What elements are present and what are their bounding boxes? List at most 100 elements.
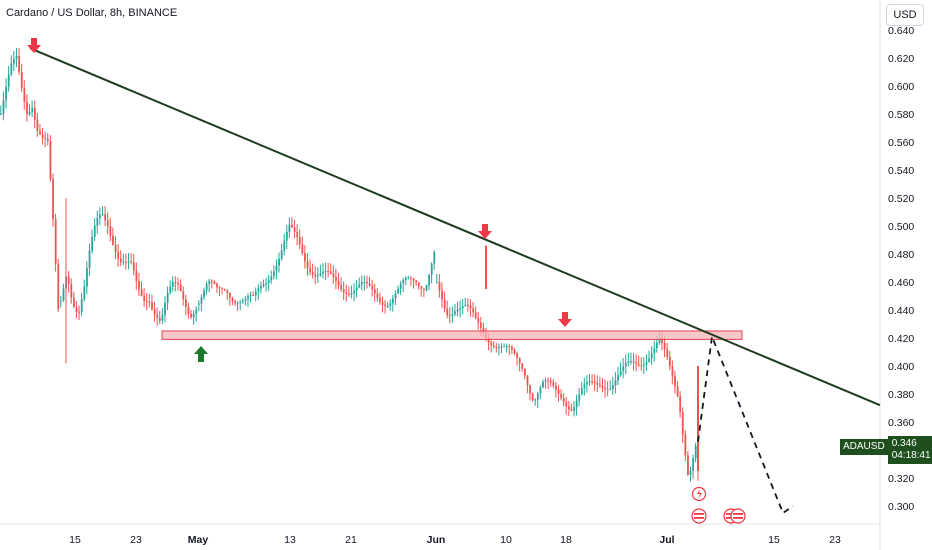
candle-body — [549, 380, 552, 383]
candle-body — [41, 134, 44, 139]
time-axis[interactable]: 15 23 May 13 21 Jun 10 18 Jul 15 23 — [69, 534, 841, 546]
candle-body — [415, 280, 418, 283]
candle-body — [640, 365, 643, 367]
candle-body — [505, 346, 508, 348]
price-tick-label: 0.580 — [888, 109, 914, 121]
candle-body — [234, 301, 237, 303]
candle-body — [143, 296, 146, 301]
price-tick-label: 0.620 — [888, 53, 914, 65]
candle-body — [324, 271, 327, 273]
candle-body — [599, 384, 601, 387]
candle-body — [679, 396, 682, 413]
candle-body — [630, 361, 632, 363]
candle-body — [138, 281, 140, 290]
candle-body — [106, 220, 109, 226]
candle-body — [127, 261, 130, 263]
candle-body — [560, 393, 563, 398]
candle-body — [697, 366, 699, 471]
candle-body — [26, 101, 28, 115]
chart-title: Cardano / US Dollar, 8h, BINANCE — [6, 7, 178, 19]
candle-body — [101, 214, 104, 216]
flag-stripe — [694, 517, 704, 519]
time-tick-label: 23 — [130, 534, 142, 546]
candle-body — [547, 380, 550, 382]
event-icons[interactable] — [691, 486, 746, 524]
price-tick-label: 0.600 — [888, 81, 914, 93]
candle-body — [624, 363, 627, 367]
candle-body — [15, 56, 18, 60]
candle-body — [345, 292, 348, 294]
candle-body — [565, 402, 568, 407]
candle-body — [122, 261, 125, 263]
candle-body — [635, 362, 638, 365]
candle-body — [229, 292, 231, 298]
candle-body — [482, 327, 485, 334]
candle-body — [454, 311, 456, 315]
candle-body — [31, 107, 34, 112]
candle-body — [46, 138, 49, 141]
candle-body — [114, 244, 117, 253]
candle-body — [363, 281, 366, 283]
candle-body — [366, 281, 368, 284]
candle-body — [379, 297, 381, 302]
candle-series — [0, 47, 700, 482]
time-tick-label: 15 — [69, 534, 81, 546]
candle-body — [60, 300, 62, 302]
candle-body — [573, 407, 575, 411]
candle-body — [694, 445, 697, 459]
candle-body — [88, 250, 91, 269]
candle-body — [317, 275, 319, 277]
candle-body — [376, 293, 379, 298]
candle-body — [423, 288, 425, 290]
candle-body — [552, 382, 555, 386]
candle-body — [198, 303, 200, 305]
candle-body — [524, 368, 526, 376]
candle-body — [392, 298, 394, 304]
candle-body — [531, 393, 534, 401]
candle-body — [236, 302, 239, 304]
candle-body — [319, 273, 322, 276]
candle-body — [73, 297, 75, 308]
us-flag-icon — [691, 508, 707, 524]
candle-body — [301, 244, 304, 254]
candle-body — [643, 364, 645, 366]
candle-body — [648, 358, 651, 363]
candle-body — [521, 363, 524, 369]
candle-body — [412, 278, 415, 281]
time-tick-label: 21 — [345, 534, 357, 546]
candle-body — [247, 296, 249, 299]
candle-body — [671, 366, 674, 377]
candle-body — [210, 280, 213, 282]
candle-body — [179, 284, 182, 292]
candle-body — [33, 107, 36, 120]
up-arrow-icon — [194, 346, 208, 362]
candle-body — [542, 381, 544, 388]
currency-button[interactable]: USD — [886, 4, 924, 26]
down-arrow-icon — [558, 312, 572, 327]
candle-body — [658, 338, 661, 343]
candle-body — [86, 268, 88, 287]
candle-body — [78, 311, 81, 313]
candle-body — [518, 358, 521, 364]
chart-grid — [0, 0, 881, 550]
candle-body — [350, 293, 353, 295]
candle-body — [151, 302, 153, 310]
candle-body — [13, 59, 15, 64]
price-tick-label: 0.440 — [888, 305, 914, 317]
candle-body — [192, 313, 195, 318]
candle-body — [495, 346, 498, 348]
candle-body — [653, 348, 656, 354]
candle-body — [145, 300, 148, 302]
candle-body — [257, 288, 260, 292]
candle-body — [298, 237, 301, 245]
candle-body — [275, 265, 278, 272]
price-axis[interactable]: 0.640 0.620 0.600 0.580 0.560 0.540 0.520 0.500… — [888, 25, 914, 513]
resistance-trendline — [29, 47, 881, 407]
candle-body — [503, 346, 506, 348]
candle-body — [601, 386, 604, 388]
candle-body — [270, 276, 273, 281]
candle-body — [353, 290, 356, 294]
flag-stripe — [733, 517, 743, 519]
candle-body — [7, 74, 10, 87]
